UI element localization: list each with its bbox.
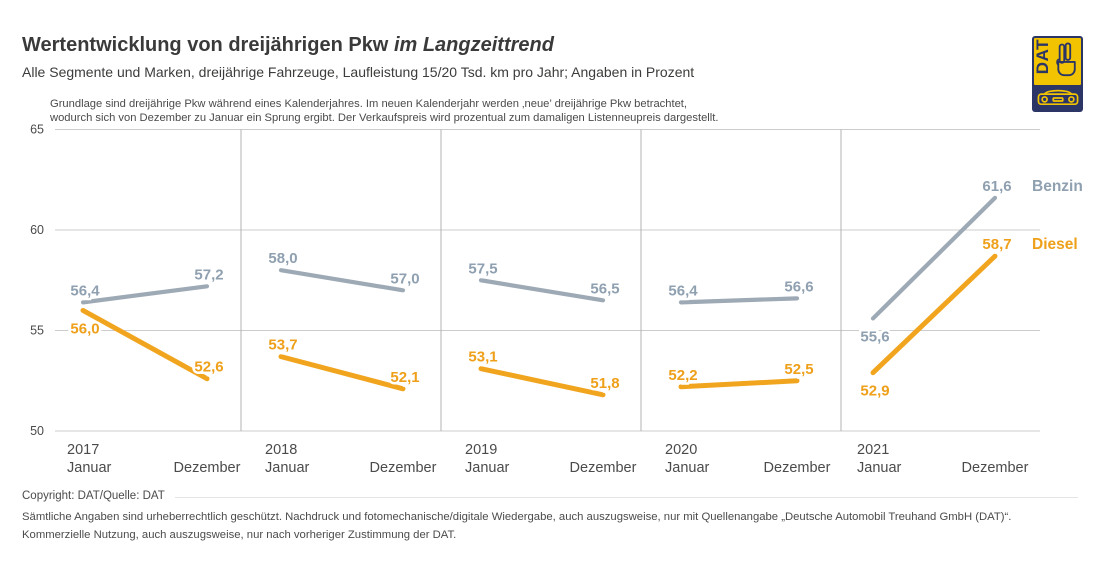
segment-benzin-2021	[870, 195, 998, 321]
y-tick-label-60: 60	[30, 223, 44, 237]
value-label-diesel-2020-jan: 52,2	[668, 367, 697, 384]
fineprint-line2: Kommerzielle Nutzung, auch auszugsweise,…	[22, 529, 457, 541]
x-month-label-dez-2018: Dezember	[370, 460, 437, 476]
x-month-label-jan-2018: Januar	[265, 460, 310, 476]
dat-logo: DAT	[1032, 36, 1083, 112]
value-label-benzin-2021-dez: 61,6	[982, 178, 1011, 195]
value-label-benzin-2017-dez: 57,2	[194, 266, 223, 283]
x-year-label-2018: 2018	[265, 442, 297, 458]
segment-diesel-2021	[870, 253, 998, 376]
dat-logo-upper: DAT	[1033, 38, 1081, 85]
legend-label-benzin: Benzin	[1032, 178, 1083, 195]
value-label-benzin-2017-jan: 56,4	[70, 282, 100, 299]
x-year-label-2019: 2019	[465, 442, 497, 458]
footer-divider	[174, 497, 1078, 498]
x-year-label-2021: 2021	[857, 442, 889, 458]
value-label-diesel-2019-dez: 51,8	[590, 375, 619, 392]
segment-diesel-2018	[278, 354, 406, 392]
x-month-label-jan-2021: Januar	[857, 460, 902, 476]
oath-hand-icon	[1056, 42, 1076, 77]
segment-diesel-2017	[80, 307, 210, 382]
x-month-label-dez-2020: Dezember	[764, 460, 831, 476]
page-title: Wertentwicklung von dreijährigen Pkw im …	[22, 34, 554, 57]
x-year-label-2020: 2020	[665, 442, 697, 458]
value-label-diesel-2018-dez: 52,1	[390, 369, 419, 386]
chart-note-line2: wodurch sich von Dezember zu Januar ein …	[50, 111, 719, 124]
value-label-diesel-2019-jan: 53,1	[468, 349, 497, 366]
value-label-benzin-2018-dez: 57,0	[390, 270, 419, 287]
value-label-diesel-2020-dez: 52,5	[784, 361, 813, 378]
value-label-benzin-2018-jan: 58,0	[268, 250, 297, 267]
value-label-benzin-2019-jan: 57,5	[468, 260, 497, 277]
x-month-label-dez-2017: Dezember	[174, 460, 241, 476]
copyright-text: Copyright: DAT/Quelle: DAT	[22, 490, 165, 502]
segment-diesel-2020	[678, 378, 800, 390]
value-label-diesel-2017-jan: 56,0	[70, 320, 99, 337]
segment-benzin-2017	[80, 284, 210, 305]
car-icon	[1037, 89, 1078, 106]
legend-label-diesel: Diesel	[1032, 236, 1078, 253]
page-title-emphasis: im Langzeittrend	[393, 34, 554, 56]
value-label-benzin-2020-dez: 56,6	[784, 278, 813, 295]
segment-benzin-2019	[478, 278, 606, 303]
value-label-diesel-2021-jan: 52,9	[860, 383, 889, 400]
x-month-label-jan-2019: Januar	[465, 460, 510, 476]
segment-benzin-2018	[278, 268, 406, 293]
value-label-diesel-2018-jan: 53,7	[268, 337, 297, 354]
page-title-main: Wertentwicklung von dreijährigen Pkw	[22, 34, 389, 56]
y-tick-label-65: 65	[30, 123, 44, 137]
value-label-benzin-2021-jan: 55,6	[860, 328, 889, 345]
dat-logo-lower	[1034, 85, 1081, 110]
subtitle: Alle Segmente und Marken, dreijährige Fa…	[22, 64, 695, 80]
value-label-diesel-2021-dez: 58,7	[982, 236, 1011, 253]
value-label-benzin-2019-dez: 56,5	[590, 280, 619, 297]
chart-note-line1: Grundlage sind dreijährige Pkw während e…	[50, 98, 688, 110]
y-tick-label-50: 50	[30, 424, 44, 438]
value-label-diesel-2017-dez: 52,6	[194, 359, 223, 376]
x-month-label-dez-2021: Dezember	[962, 460, 1029, 476]
x-month-label-jan-2020: Januar	[665, 460, 710, 476]
copyright-row: Copyright: DAT/Quelle: DAT	[22, 490, 1078, 502]
y-tick-label-55: 55	[30, 324, 44, 338]
segment-diesel-2019	[478, 366, 606, 398]
x-month-label-jan-2017: Januar	[67, 460, 112, 476]
value-label-benzin-2020-jan: 56,4	[668, 282, 698, 299]
x-year-label-2017: 2017	[67, 442, 99, 458]
fineprint-line1: Sämtliche Angaben sind urheberrechtlich …	[22, 511, 1012, 523]
chart-note: Grundlage sind dreijährige Pkw während e…	[50, 98, 719, 125]
x-month-label-dez-2019: Dezember	[570, 460, 637, 476]
segment-benzin-2020	[678, 296, 800, 305]
